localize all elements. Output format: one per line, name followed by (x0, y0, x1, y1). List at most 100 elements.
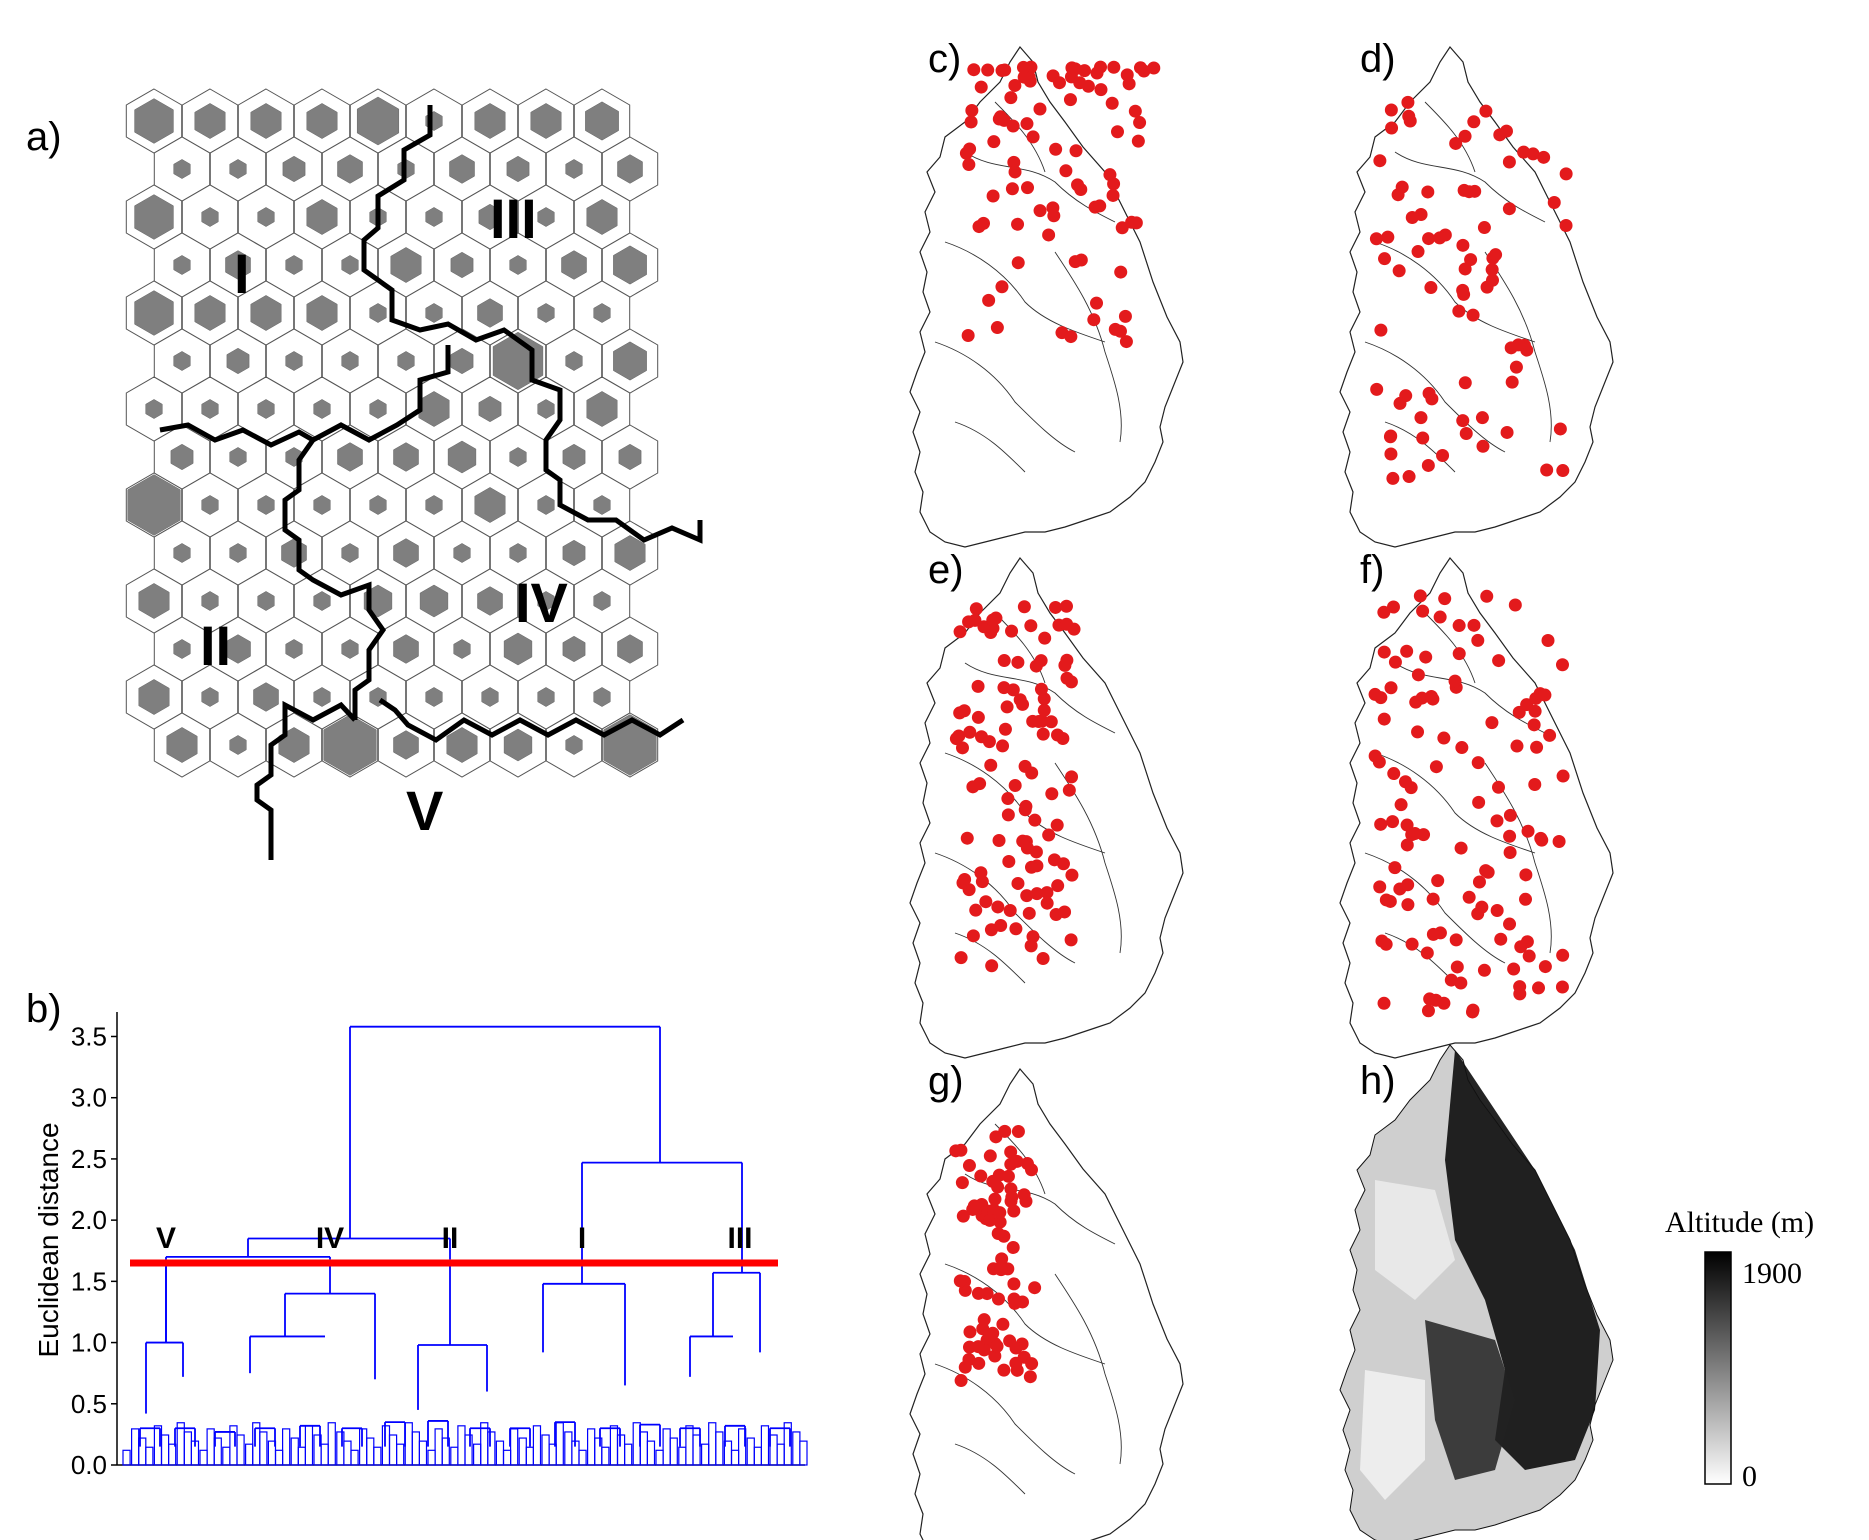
site-point (1374, 323, 1388, 337)
site-point (1422, 232, 1436, 246)
site-point (1537, 150, 1551, 164)
site-point (1068, 255, 1082, 269)
site-point (1004, 1145, 1018, 1159)
site-point (1458, 129, 1472, 143)
river (1054, 251, 1122, 443)
river (954, 1443, 1026, 1495)
som-node-weight (565, 735, 583, 755)
dendrogram-leaf-group (145, 1446, 154, 1466)
site-point (1502, 155, 1516, 169)
som-node-weight (561, 250, 587, 280)
dendrogram-leaf-group (737, 1428, 747, 1466)
site-point (953, 1274, 967, 1288)
site-point (986, 613, 1000, 627)
dendrogram-leaf-group (411, 1431, 420, 1466)
som-node-weight (173, 639, 191, 659)
site-point (955, 1176, 969, 1190)
site-point (1405, 211, 1419, 225)
site-point (1378, 252, 1392, 266)
dendrogram-leaf-group (131, 1428, 140, 1466)
dendrogram-leaf-group (320, 1443, 329, 1466)
site-point (1058, 905, 1072, 919)
site-point (1128, 104, 1142, 118)
site-point (983, 1149, 997, 1163)
site-point (1016, 697, 1030, 711)
site-point (995, 280, 1009, 294)
site-point (1409, 695, 1423, 709)
site-point (966, 780, 980, 794)
som-node-weight (225, 634, 251, 664)
som-node-weight (253, 682, 279, 712)
site-point (1556, 948, 1570, 962)
site-point (1485, 273, 1499, 287)
site-point (1008, 78, 1022, 92)
som-node-weight (614, 535, 646, 571)
site-point (1514, 940, 1528, 954)
dendrogram-leaf-group (464, 1434, 473, 1466)
site-point (1426, 892, 1440, 906)
som-node-weight (565, 159, 583, 179)
site-point (1438, 592, 1452, 606)
river (954, 421, 1026, 473)
som-node-weight (393, 634, 419, 664)
site-point (1458, 262, 1472, 276)
som-node-weight (341, 255, 359, 275)
site-point (1004, 91, 1018, 105)
dendrogram-leaf-group (541, 1434, 550, 1466)
site-point (1045, 787, 1059, 801)
site-point (1395, 180, 1409, 194)
site-point (1379, 893, 1393, 907)
dendrogram-leaf-group (655, 1449, 664, 1466)
som-node-weight (173, 255, 191, 275)
site-point (988, 1349, 1002, 1363)
cluster-border (254, 700, 357, 860)
site-point (1556, 769, 1570, 783)
site-point (1477, 221, 1491, 235)
site-point (1387, 767, 1401, 781)
river (1484, 251, 1552, 443)
site-point (994, 1263, 1008, 1277)
site-point (982, 293, 996, 307)
som-node-weight (138, 679, 170, 715)
som-node-weight (509, 255, 527, 275)
site-point (1485, 263, 1499, 277)
site-point (1420, 946, 1434, 960)
som-node-weight (201, 591, 219, 611)
dendrogram-leaf-group (222, 1446, 231, 1466)
site-point (1384, 103, 1398, 117)
site-point (1018, 759, 1032, 773)
site-point (991, 900, 1005, 914)
site-point (988, 1192, 1002, 1206)
site-point (1037, 703, 1051, 717)
panel-label-b: b) (26, 987, 62, 1031)
site-point (1503, 845, 1517, 859)
dendrogram-leaf-group (450, 1446, 459, 1466)
site-point (1372, 755, 1386, 769)
site-point (1026, 130, 1040, 144)
cluster-borders (159, 105, 703, 860)
site-point (997, 654, 1011, 668)
site-point (1413, 589, 1427, 603)
dendrogram-leaf-group (457, 1425, 466, 1466)
site-point (962, 1159, 976, 1173)
som-node-weight (617, 634, 643, 664)
dendrogram-leaf-group (799, 1440, 808, 1466)
site-point (1383, 430, 1397, 444)
river (1424, 612, 1476, 684)
site-point (1489, 248, 1503, 262)
som-node-weight (419, 584, 449, 618)
site-point (1103, 168, 1117, 182)
site-point (1065, 868, 1079, 882)
site-point (1500, 425, 1514, 439)
site-point (1011, 655, 1025, 669)
som-node-weight (194, 295, 226, 331)
som-cluster-label-5: V (406, 779, 443, 842)
som-node-weight (313, 495, 331, 515)
site-point (984, 758, 998, 772)
site-point (961, 329, 975, 343)
river (944, 1263, 1106, 1365)
altitude-colorbar (1704, 1251, 1732, 1485)
dendrogram-leaf-group (692, 1434, 701, 1466)
site-point (990, 1339, 1004, 1353)
som-node-weight (341, 351, 359, 371)
